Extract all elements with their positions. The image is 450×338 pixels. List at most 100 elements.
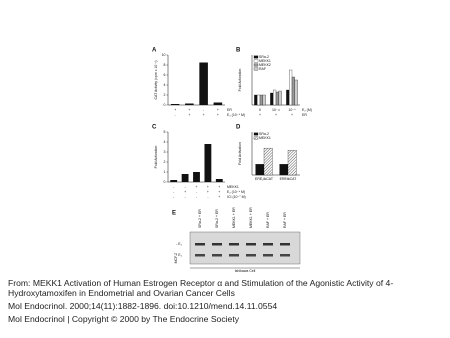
bar	[286, 89, 290, 106]
row-cell: -	[196, 190, 198, 194]
cell-label: MCF-7	[174, 253, 178, 264]
y-axis-label: Fold Activation	[154, 146, 158, 169]
cell-label: Ishikawa Cell	[235, 269, 256, 273]
bar	[273, 89, 277, 106]
legend-swatch	[253, 132, 259, 136]
bar	[294, 79, 298, 106]
row-cell: +	[188, 108, 190, 112]
row-label: + E₂	[175, 253, 182, 257]
row-cell: -	[173, 185, 175, 189]
caption-citation: Mol Endocrinol. 2000;14(11):1882-1896. d…	[8, 301, 278, 311]
row-cell: 10⁻⁹	[288, 108, 296, 112]
bar	[275, 91, 279, 106]
legend-swatch	[253, 59, 259, 63]
row-cell: +	[218, 190, 220, 194]
legend-label: MEKK1	[259, 59, 271, 63]
bar	[213, 102, 223, 105]
row-cell: +	[218, 195, 220, 199]
y-tick-label: 4	[164, 140, 166, 144]
row-label: ICI (10⁻⁷ M)	[227, 195, 246, 199]
y-tick-label: 2	[164, 93, 166, 97]
row-label: ER	[227, 108, 232, 112]
bar	[254, 94, 258, 106]
row-cell: +	[188, 113, 190, 117]
row-label: E₂ (10⁻⁹ M)	[227, 113, 245, 117]
bar	[279, 164, 289, 176]
panel-letter: C	[152, 125, 157, 131]
row-cell: -	[203, 108, 205, 112]
bar	[270, 92, 274, 106]
row-label: ER	[302, 113, 307, 117]
legend-swatch	[253, 67, 259, 71]
y-axis-label: Fold Activation	[238, 69, 242, 92]
row-cell: +	[217, 113, 219, 117]
bar	[170, 180, 178, 182]
legend-label: SRα-2	[259, 55, 269, 59]
y-tick-label: 3	[164, 150, 166, 154]
y-tick-label: 2	[164, 160, 166, 164]
caption-from: From: MEKK1 Activation of Human Estrogen…	[8, 278, 394, 298]
band	[195, 243, 205, 246]
bar	[181, 174, 189, 182]
lane-label: MEKK1 + ER	[249, 207, 253, 228]
legend-label: MEKK2	[259, 63, 271, 67]
band	[212, 254, 222, 257]
row-cell: -	[196, 195, 198, 199]
row-cell: +	[275, 113, 277, 117]
legend-swatch	[253, 136, 259, 140]
y-tick-label: 6	[164, 73, 166, 77]
bar	[204, 144, 212, 182]
band	[246, 243, 256, 246]
row-cell: 10⁻¹¹	[272, 108, 281, 112]
y-tick-label: 5	[164, 130, 166, 134]
bar	[255, 164, 265, 176]
row-label: E₂ (10⁻⁹ M)	[227, 190, 245, 194]
lane-label: SRα-2 + ER	[198, 209, 202, 228]
lane-label: MEKK1 + ER	[232, 207, 236, 228]
bar	[193, 172, 200, 182]
row-label: MEKK1	[227, 185, 239, 189]
y-tick-label: 10	[162, 53, 166, 57]
y-tick-label: 1	[164, 170, 166, 174]
band	[263, 254, 273, 257]
legend-label: SRα-2	[259, 132, 269, 136]
row-cell: +	[195, 185, 197, 189]
bar	[291, 76, 295, 106]
bar	[185, 103, 194, 105]
bar	[215, 179, 223, 182]
bar	[263, 147, 273, 176]
legend-label: RAF	[259, 67, 266, 71]
y-axis-label: CAT Activity (cpm x 10⁻³)	[154, 60, 158, 99]
row-cell: +	[259, 113, 261, 117]
bar	[287, 150, 297, 176]
band	[229, 254, 239, 257]
row-cell: 0	[259, 108, 261, 112]
lane-label: SRα-2 + ER	[215, 209, 219, 228]
row-cell: +	[203, 113, 205, 117]
y-tick-label: 0	[164, 180, 166, 184]
band	[195, 254, 205, 257]
band	[280, 254, 290, 257]
band	[263, 243, 273, 246]
lane-label: RAF + ER	[283, 212, 287, 228]
y-tick-label: 8	[164, 63, 166, 67]
x-tick-label: EREtkCAT	[280, 177, 298, 181]
row-cell: -	[185, 195, 187, 199]
row-cell: -	[175, 113, 177, 117]
band	[280, 243, 290, 246]
bar	[199, 62, 208, 105]
band	[246, 254, 256, 257]
row-cell: +	[184, 190, 186, 194]
band	[212, 243, 222, 246]
legend-swatch	[253, 55, 259, 59]
row-cell: -	[173, 195, 175, 199]
bar	[257, 94, 261, 106]
x-tick-label: ERE₂tkCAT	[255, 177, 274, 181]
legend-label: MEKK1	[259, 136, 271, 140]
panel-letter: D	[236, 125, 241, 131]
row-cell: -	[207, 195, 209, 199]
row-cell: -	[185, 185, 187, 189]
row-cell: +	[291, 113, 293, 117]
